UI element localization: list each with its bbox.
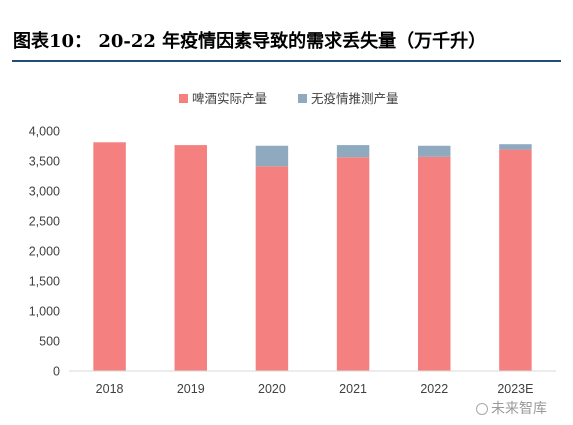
y-tick-label: 2,500	[29, 215, 60, 229]
x-tick-label: 2019	[177, 382, 205, 396]
bar-lost	[255, 145, 289, 167]
legend-label-actual: 啤酒实际产量	[192, 91, 267, 106]
bar-actual	[93, 142, 126, 371]
x-tick-label: 2022	[420, 382, 448, 396]
legend: 啤酒实际产量 无疫情推测产量	[179, 91, 399, 106]
bar-actual	[336, 157, 370, 371]
x-tick-label: 2021	[339, 382, 367, 396]
watermark-text: 未来智库	[491, 401, 547, 417]
y-tick-label: 4,000	[29, 125, 60, 139]
page-title: 图表10： 20-22 年疫情因素导致的需求丢失量（万千升）	[13, 31, 487, 52]
bar-actual	[174, 145, 207, 371]
bar-lost	[336, 145, 370, 158]
y-tick-label: 1,500	[29, 275, 60, 289]
ring-icon	[476, 403, 488, 415]
y-tick-label: 0	[53, 365, 60, 379]
legend-label-lost: 无疫情推测产量	[311, 91, 399, 106]
bar-lost	[499, 144, 532, 150]
y-tick-label: 500	[39, 335, 60, 349]
watermark: 未来智库	[476, 398, 547, 418]
bar-actual	[418, 156, 451, 371]
y-tick-label: 1,000	[29, 305, 60, 319]
x-axis: 2018 2019 2020 2021 2022 2023E	[96, 382, 534, 396]
legend-swatch-actual	[179, 94, 188, 103]
x-tick-label: 2023E	[497, 382, 533, 396]
y-tick-label: 3,500	[29, 155, 60, 169]
legend-swatch-lost	[298, 94, 307, 103]
title-divider	[12, 60, 561, 62]
x-tick-label: 2018	[96, 382, 124, 396]
bar-actual	[499, 149, 532, 371]
bar-actual	[255, 166, 289, 371]
bar-lost	[418, 145, 451, 157]
bars	[93, 142, 532, 371]
y-tick-label: 2,000	[29, 245, 60, 259]
y-tick-label: 3,000	[29, 185, 60, 199]
y-axis: 0 500 1,000 1,500 2,000 2,500 3,000 3,500 4,000	[29, 125, 60, 379]
x-tick-label: 2020	[258, 382, 286, 396]
